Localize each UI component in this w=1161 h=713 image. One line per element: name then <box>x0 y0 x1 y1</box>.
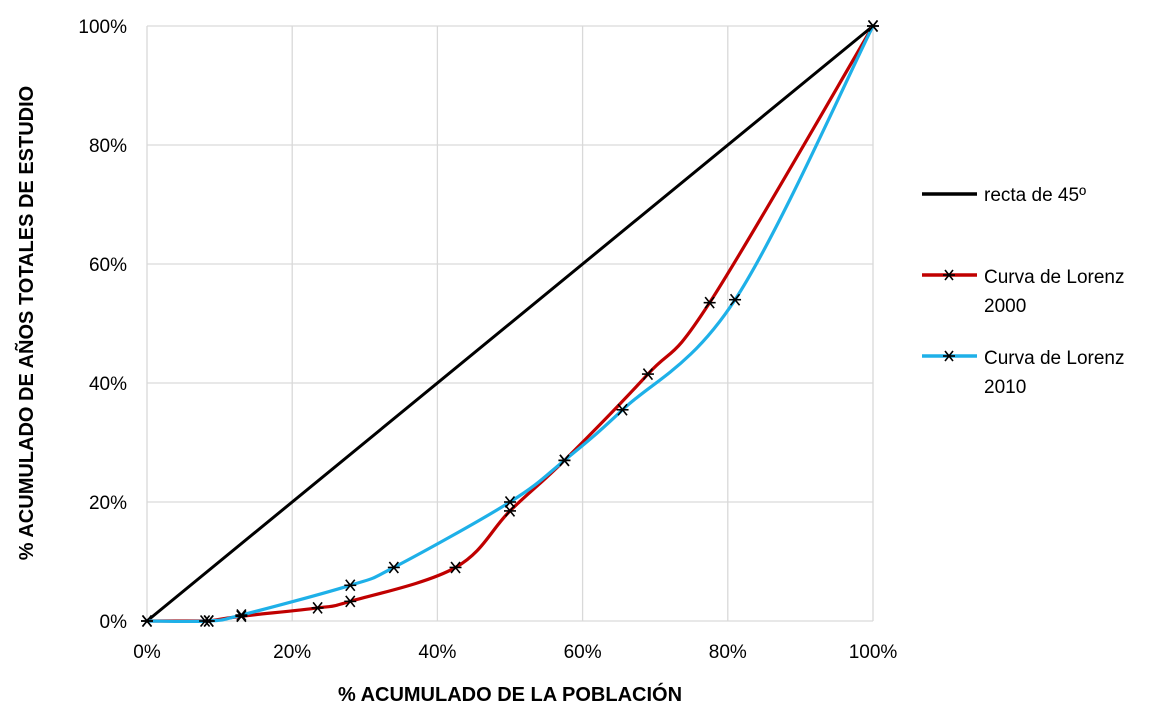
y-tick-label: 60% <box>89 255 127 276</box>
marker-lorenz-2010 <box>141 614 153 628</box>
y-tick-label: 80% <box>89 136 127 157</box>
y-tick-label: 40% <box>89 374 127 395</box>
series-lines <box>145 24 875 624</box>
y-tick-label: 100% <box>78 17 127 38</box>
marker-lorenz-2000 <box>703 296 716 309</box>
legend-marker-lorenz-2010 <box>943 350 955 362</box>
x-tick-label: 60% <box>564 642 602 663</box>
series-markers <box>141 19 879 628</box>
y-tick-label: 20% <box>89 493 127 514</box>
legend-label-recta: recta de 45º <box>984 185 1086 206</box>
marker-lorenz-2010 <box>867 19 879 33</box>
marker-lorenz-2000 <box>641 368 654 381</box>
legend-entry-lorenz-2000: Curva de Lorenz 2000 <box>922 267 1124 317</box>
legend-label-lorenz-2000-line2: 2000 <box>984 296 1026 317</box>
marker-lorenz-2000 <box>344 595 357 608</box>
series-line-recta <box>145 24 875 623</box>
legend-entry-recta: recta de 45º <box>922 185 1086 206</box>
marker-lorenz-2010 <box>235 609 248 622</box>
legend-label-lorenz-2000-line1: Curva de Lorenz <box>984 267 1124 288</box>
legend-entry-lorenz-2010: Curva de Lorenz 2010 <box>922 348 1124 398</box>
x-tick-label: 100% <box>849 642 898 663</box>
marker-lorenz-2010 <box>387 561 400 574</box>
y-tick-labels: 0% 20% 40% 60% 80% 100% <box>78 17 127 633</box>
y-axis-title: % ACUMULADO DE AÑOS TOTALES DE ESTUDIO <box>15 86 38 560</box>
marker-lorenz-2010 <box>202 614 215 628</box>
x-tick-label: 20% <box>273 642 311 663</box>
marker-lorenz-2010 <box>558 454 571 467</box>
legend-marker-lorenz-2000 <box>943 269 955 281</box>
x-tick-label: 80% <box>709 642 747 663</box>
x-tick-labels: 0% 20% 40% 60% 80% 100% <box>133 642 897 663</box>
grid-lines <box>146 25 874 622</box>
marker-lorenz-2000 <box>311 601 324 614</box>
x-tick-label: 40% <box>418 642 456 663</box>
marker-lorenz-2010 <box>729 293 742 306</box>
legend: recta de 45º Curva de Lorenz 2000 Curva … <box>922 185 1124 398</box>
marker-lorenz-2010 <box>616 403 629 416</box>
legend-label-lorenz-2010-line2: 2010 <box>984 377 1026 398</box>
legend-label-lorenz-2010-line1: Curva de Lorenz <box>984 348 1124 369</box>
marker-lorenz-2010 <box>344 579 357 592</box>
y-tick-label: 0% <box>100 612 128 633</box>
marker-lorenz-2000 <box>449 561 462 574</box>
marker-lorenz-2010 <box>504 495 516 509</box>
x-tick-label: 0% <box>133 642 161 663</box>
marker-lorenz-2000 <box>504 504 516 517</box>
x-axis-title: % ACUMULADO DE LA POBLACIÓN <box>338 682 682 706</box>
